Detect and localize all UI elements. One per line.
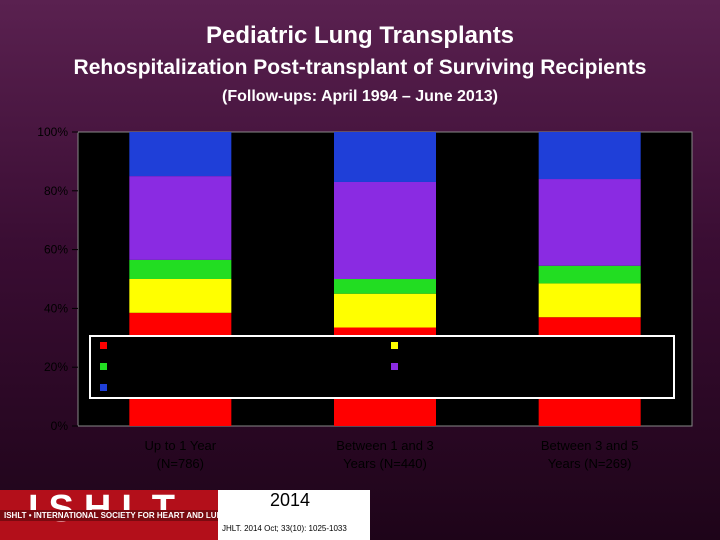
bar-segment (538, 179, 641, 266)
logo-tagline: ISHLT • INTERNATIONAL SOCIETY FOR HEART … (4, 511, 218, 520)
x-category-label: (N=786) (157, 456, 204, 471)
footer-citation-box: 2014 JHLT. 2014 Oct; 33(10): 1025-1033 (218, 490, 370, 540)
bar-segment (538, 283, 641, 318)
bar-segment (129, 176, 232, 260)
y-tick-label: 20% (44, 360, 68, 374)
bar-segment (129, 132, 232, 177)
legend-swatch (391, 342, 398, 349)
bar-segment (129, 259, 232, 279)
y-tick-label: 60% (44, 243, 68, 257)
y-tick-label: 40% (44, 301, 68, 315)
x-category-label: Years (N=440) (343, 456, 427, 471)
chart-subtitle: Rehospitalization Post-transplant of Sur… (73, 56, 647, 79)
bar-segment (334, 293, 436, 328)
legend-swatch (100, 384, 107, 391)
bar-segment (334, 132, 436, 182)
x-category-label: Up to 1 Year (145, 438, 217, 453)
logo-strip (0, 510, 218, 521)
y-tick-label: 0% (51, 419, 69, 433)
x-category-label: Between 1 and 3 (336, 438, 434, 453)
chart-title: Pediatric Lung Transplants (205, 22, 515, 49)
footer-citation: JHLT. 2014 Oct; 33(10): 1025-1033 (222, 524, 347, 533)
y-tick-label: 80% (44, 184, 68, 198)
y-tick-label: 100% (37, 125, 68, 139)
bar-segment (334, 181, 436, 279)
bar-segment (538, 132, 641, 180)
footer-year: 2014 (270, 490, 311, 510)
x-category-label: Between 3 and 5 (541, 438, 639, 453)
bar-segment (129, 279, 232, 313)
legend-swatch (391, 363, 398, 370)
bar-segment (538, 265, 641, 284)
legend-swatch (100, 363, 107, 370)
legend-box (89, 335, 675, 399)
bar-segment (334, 279, 436, 294)
logo-wordmark: ISHLT (28, 490, 185, 528)
stacked-bar-chart: 0% 20% 40% 60% 80% 100% Up to 1 Year (N=786) Bet… (37, 125, 693, 471)
x-category-label: Years (N=269) (548, 456, 632, 471)
ishlt-logo: ISHLT ISHLT • INTERNATIONAL SOCIETY FOR … (0, 490, 218, 540)
legend-swatch (100, 342, 107, 349)
followup-period: (Follow-ups: April 1994 – June 2013) (222, 88, 498, 105)
